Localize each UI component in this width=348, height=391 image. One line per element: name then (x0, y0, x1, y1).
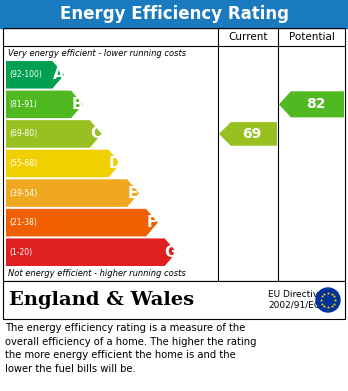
Text: (21-38): (21-38) (9, 218, 37, 227)
Circle shape (316, 288, 340, 312)
Text: (39-54): (39-54) (9, 188, 37, 197)
Text: F: F (147, 215, 157, 230)
Text: (1-20): (1-20) (9, 248, 32, 257)
Text: (55-68): (55-68) (9, 159, 37, 168)
Polygon shape (6, 61, 64, 89)
Text: 82: 82 (306, 97, 325, 111)
Bar (3, 28, 345, 281)
Text: Energy Efficiency Rating: Energy Efficiency Rating (60, 5, 288, 23)
Text: 69: 69 (242, 127, 262, 141)
Text: (81-91): (81-91) (9, 100, 37, 109)
Text: Very energy efficient - lower running costs: Very energy efficient - lower running co… (8, 48, 186, 57)
Bar (3, 281, 345, 319)
Polygon shape (6, 239, 176, 266)
Text: D: D (108, 156, 121, 171)
Text: England & Wales: England & Wales (9, 291, 194, 309)
Text: Not energy efficient - higher running costs: Not energy efficient - higher running co… (8, 269, 186, 278)
Bar (0, 0, 348, 28)
Text: EU Directive
2002/91/EC: EU Directive 2002/91/EC (268, 290, 324, 310)
Text: Potential: Potential (288, 32, 334, 42)
Text: The energy efficiency rating is a measure of the
overall efficiency of a home. T: The energy efficiency rating is a measur… (5, 323, 256, 374)
Polygon shape (6, 209, 158, 237)
Text: Current: Current (228, 32, 268, 42)
Polygon shape (6, 120, 102, 148)
Polygon shape (6, 150, 120, 177)
Text: B: B (71, 97, 83, 112)
Polygon shape (6, 91, 83, 118)
Text: A: A (53, 67, 64, 82)
Polygon shape (279, 91, 344, 117)
Text: C: C (90, 126, 101, 142)
Polygon shape (219, 122, 277, 146)
Text: (92-100): (92-100) (9, 70, 42, 79)
Text: (69-80): (69-80) (9, 129, 37, 138)
Text: G: G (164, 245, 177, 260)
Polygon shape (6, 179, 139, 207)
Text: E: E (128, 186, 139, 201)
